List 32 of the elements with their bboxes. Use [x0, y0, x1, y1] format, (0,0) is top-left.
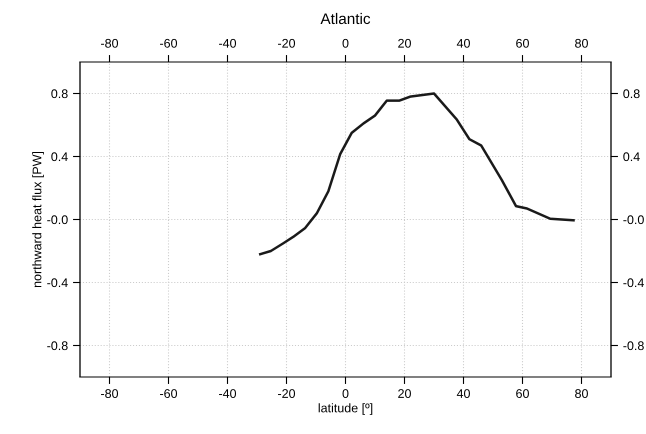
- x-tick-label: 40: [456, 389, 470, 398]
- x2-tick-label: -80: [101, 38, 118, 48]
- x2-tick-label: -60: [160, 38, 178, 48]
- x2-tick-label: 20: [398, 38, 411, 48]
- line-series: [258, 92, 575, 256]
- x-tick-label: 80: [575, 389, 588, 398]
- y2-tick-label: -0.8: [623, 341, 644, 350]
- x-tick-label: -20: [278, 389, 296, 398]
- y2-tick-label: -0.0: [623, 215, 644, 224]
- x2-tick-label: 80: [575, 38, 588, 48]
- x2-tick-label: 0: [342, 38, 348, 48]
- y-tick-label: -0.8: [47, 341, 68, 350]
- y-tick-label: 0.8: [51, 89, 68, 98]
- y-tick-label: -0.0: [47, 215, 68, 224]
- y-axis-title: northward heat flux [PW]: [32, 152, 44, 288]
- x-tick-label: -60: [160, 389, 178, 398]
- x2-tick-label: -40: [219, 38, 236, 48]
- x2-tick-label: 60: [516, 38, 529, 48]
- x-tick-label: -40: [219, 389, 236, 398]
- x-axis-title: latitude [º]: [318, 403, 372, 415]
- y2-tick-label: -0.4: [623, 278, 644, 288]
- chart-title: Atlantic: [320, 12, 370, 24]
- x-tick-label: 20: [398, 389, 411, 398]
- x-tick-label: 0: [342, 389, 348, 398]
- y2-tick-label: 0.8: [623, 89, 640, 98]
- x2-tick-label: -20: [278, 38, 296, 48]
- x-tick-label: -80: [101, 389, 118, 398]
- y-tick-label: -0.4: [47, 278, 68, 288]
- y-tick-label: 0.4: [51, 152, 68, 162]
- x-tick-label: 60: [516, 389, 529, 398]
- x2-tick-label: 40: [456, 38, 470, 48]
- y2-tick-label: 0.4: [623, 152, 640, 162]
